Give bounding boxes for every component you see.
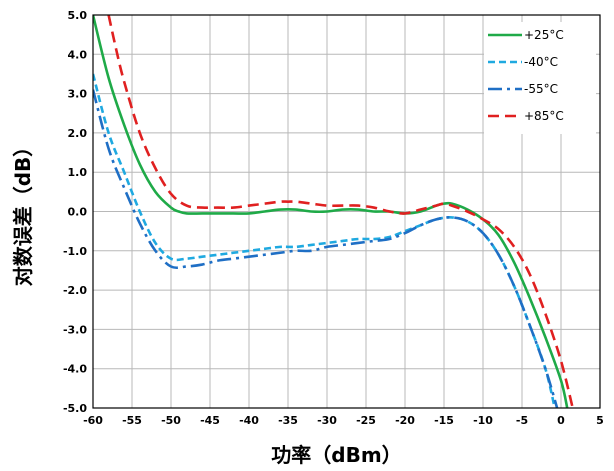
y-tick-label: -2.0 xyxy=(63,284,87,297)
y-tick-label: 4.0 xyxy=(68,48,88,61)
legend-label-2: -55°C xyxy=(524,82,558,96)
legend-label-1: -40°C xyxy=(524,55,558,69)
series-line-0 xyxy=(93,15,569,408)
legend-label-3: +85°C xyxy=(524,109,564,123)
x-tick-label: -35 xyxy=(278,414,298,427)
y-tick-label: 2.0 xyxy=(68,127,88,140)
y-tick-label: -5.0 xyxy=(63,402,87,415)
x-tick-label: -5 xyxy=(516,414,528,427)
x-tick-label: -60 xyxy=(83,414,103,427)
y-tick-label: 0.0 xyxy=(68,206,88,219)
y-tick-labels: 5.0 4.0 3.0 2.0 1.0 0.0 -1.0 -2.0 -3.0 -4.0 -5.0 xyxy=(63,9,87,415)
x-tick-label: 5 xyxy=(596,414,604,427)
y-axis-title: 对数误差（dB） xyxy=(11,137,35,287)
x-tick-label: -20 xyxy=(395,414,415,427)
y-tick-label: -4.0 xyxy=(63,363,87,376)
x-tick-label: 0 xyxy=(557,414,565,427)
series-lines xyxy=(93,15,574,408)
x-tick-label: -55 xyxy=(122,414,142,427)
x-tick-label: -50 xyxy=(161,414,181,427)
x-axis-title: 功率（dBm） xyxy=(271,443,401,467)
y-tick-label: 5.0 xyxy=(68,9,88,22)
y-tick-label: -1.0 xyxy=(63,245,87,258)
legend-label-0: +25°C xyxy=(524,28,564,42)
series-line-3 xyxy=(107,15,574,408)
legend: +25°C -40°C -55°C +85°C xyxy=(484,22,596,134)
y-tick-label: 1.0 xyxy=(68,166,88,179)
x-tick-label: -40 xyxy=(239,414,259,427)
x-tick-label: -10 xyxy=(473,414,493,427)
x-tick-label: -30 xyxy=(317,414,337,427)
x-tick-labels: -60 -55 -50 -45 -40 -35 -30 -25 -20 -15 -10 -5 0 5 xyxy=(83,414,604,427)
series-line-2 xyxy=(93,89,559,408)
series-line-1 xyxy=(93,73,557,408)
y-tick-label: -3.0 xyxy=(63,323,87,336)
x-tick-label: -25 xyxy=(356,414,376,427)
legend-box xyxy=(484,22,596,134)
x-tick-label: -15 xyxy=(434,414,454,427)
x-tick-label: -45 xyxy=(200,414,220,427)
y-tick-label: 3.0 xyxy=(68,88,88,101)
plot-frame xyxy=(92,14,601,409)
